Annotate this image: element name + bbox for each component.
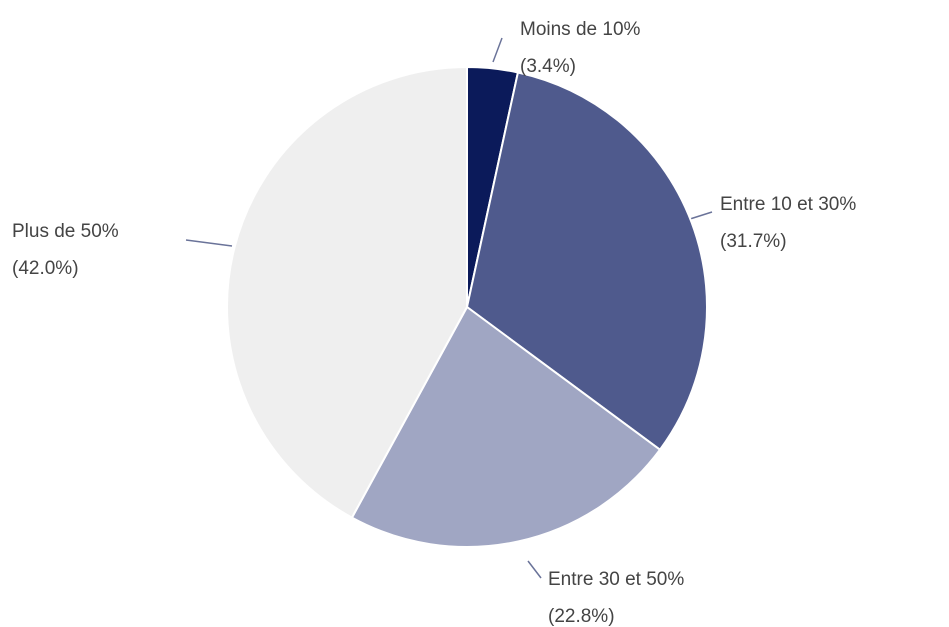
- slice-value-label: (3.4%): [520, 56, 576, 77]
- leader-line: [689, 211, 713, 220]
- leader-line: [492, 37, 503, 63]
- slice-value-label: (31.7%): [720, 231, 787, 252]
- slice-value-label: (22.8%): [548, 606, 615, 627]
- slice-label: Plus de 50%: [12, 221, 119, 242]
- slice-label: Entre 30 et 50%: [548, 569, 684, 590]
- pie-slice: [226, 65, 468, 519]
- pie-slice: [350, 305, 662, 548]
- pie-slice: [465, 71, 708, 452]
- slice-value-label: (42.0%): [12, 258, 79, 279]
- slice-label: Entre 10 et 30%: [720, 194, 856, 215]
- leader-line: [185, 239, 233, 247]
- leader-line: [527, 560, 542, 579]
- slice-label: Moins de 10%: [520, 19, 641, 40]
